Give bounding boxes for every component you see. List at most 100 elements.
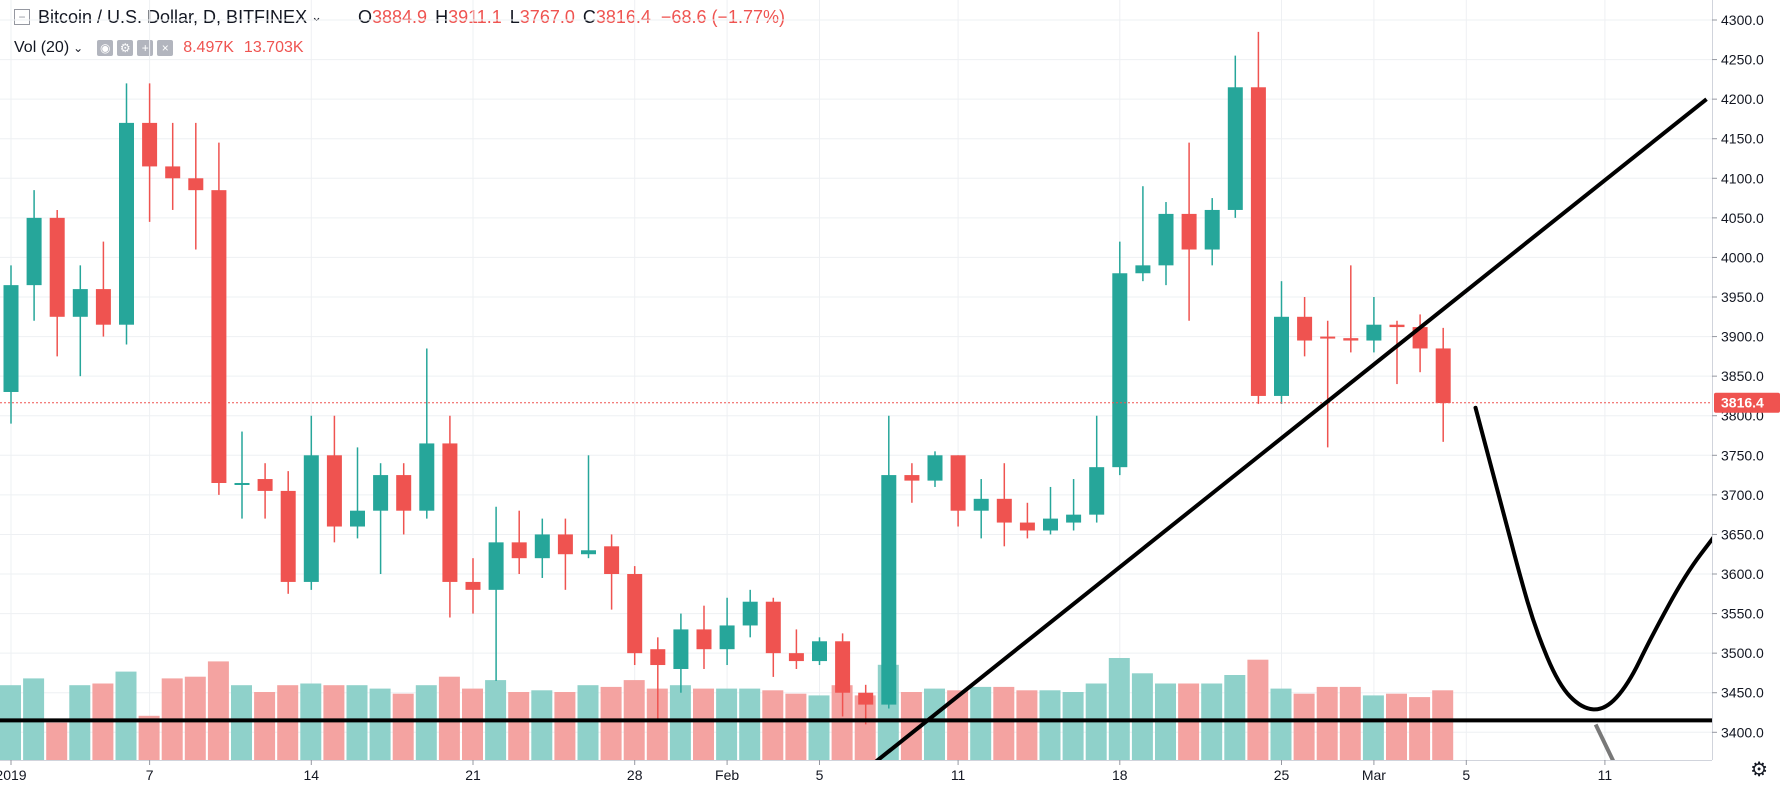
volume-bar bbox=[716, 688, 738, 760]
high-value: 3911.1 bbox=[448, 6, 502, 27]
projection-curve bbox=[1473, 405, 1718, 712]
candle-body bbox=[419, 443, 435, 511]
last-price-badge bbox=[1714, 392, 1780, 413]
volume-bar bbox=[254, 692, 276, 760]
volume-bar bbox=[577, 685, 599, 760]
candle-body bbox=[119, 122, 134, 325]
volume-bar bbox=[1247, 659, 1269, 760]
candle-body bbox=[1204, 209, 1220, 250]
volume-bar bbox=[600, 686, 622, 760]
symbol-title[interactable]: Bitcoin / U.S. Dollar, D, BITFINEX bbox=[38, 6, 308, 27]
volume-bar bbox=[46, 722, 68, 760]
close-icon[interactable]: × bbox=[157, 40, 174, 56]
time-tick-label: 18 bbox=[1112, 767, 1128, 783]
volume-bar bbox=[993, 686, 1015, 760]
volume-bar bbox=[646, 688, 668, 760]
price-tick-label: 3700.0 bbox=[1721, 487, 1764, 503]
candle-body bbox=[788, 653, 804, 662]
volume-bar bbox=[277, 685, 299, 760]
price-tick-label: 4200.0 bbox=[1721, 91, 1764, 107]
volume-bar bbox=[1016, 690, 1038, 760]
candle-body bbox=[396, 475, 412, 511]
price-tick-label: 3500.0 bbox=[1721, 645, 1764, 661]
close-value: 3816.4 bbox=[595, 6, 651, 27]
volume-bar bbox=[231, 685, 252, 760]
candle-body bbox=[650, 649, 666, 666]
chevron-down-icon[interactable]: ⌄ bbox=[73, 41, 84, 55]
candle-body bbox=[465, 581, 481, 590]
candle-body bbox=[3, 285, 19, 392]
candle-body bbox=[858, 692, 874, 705]
eye-icon[interactable]: ◉ bbox=[97, 40, 114, 56]
candle-body bbox=[812, 641, 827, 662]
candle-body bbox=[1112, 273, 1128, 468]
chevron-down-icon[interactable]: ⌄ bbox=[311, 9, 322, 24]
price-tick-label: 3750.0 bbox=[1721, 447, 1764, 463]
candle-body bbox=[1320, 336, 1336, 339]
price-tick-label: 3600.0 bbox=[1721, 566, 1764, 582]
volume-legend: Vol (20) ⌄ ◉ ⚙ + × 8.497K 13.703K bbox=[0, 36, 304, 60]
candle-body bbox=[1181, 213, 1197, 250]
price-tick-label: 3400.0 bbox=[1721, 724, 1764, 740]
volume-bar bbox=[970, 686, 992, 760]
open-value: 3884.9 bbox=[372, 6, 428, 27]
candle-body bbox=[373, 475, 389, 511]
volume-bar bbox=[69, 685, 91, 760]
time-tick-label: 5 bbox=[1462, 767, 1470, 783]
price-tick-label: 3850.0 bbox=[1721, 368, 1764, 384]
volume-indicator-name[interactable]: Vol (20) bbox=[14, 39, 70, 56]
candle-body bbox=[1366, 324, 1382, 341]
low-label: L bbox=[509, 6, 520, 27]
candle-body bbox=[673, 629, 689, 669]
time-tick-label: Feb bbox=[715, 767, 739, 783]
volume-bar bbox=[1062, 692, 1084, 760]
candle-body bbox=[950, 455, 966, 511]
volume-bar bbox=[831, 685, 853, 760]
volume-bar bbox=[369, 688, 391, 760]
candle-body bbox=[1343, 338, 1359, 341]
candle-body bbox=[95, 289, 111, 325]
volume-bar bbox=[1270, 688, 1292, 760]
price-tick-label: 4050.0 bbox=[1721, 210, 1764, 226]
collapse-icon[interactable]: − bbox=[14, 9, 30, 25]
time-tick-label: Mar bbox=[1362, 767, 1386, 783]
volume-bar bbox=[1362, 695, 1384, 760]
candle-body bbox=[488, 542, 504, 590]
candle-body bbox=[511, 542, 527, 559]
chart-legend: − Bitcoin / U.S. Dollar, D, BITFINEX ⌄ O… bbox=[0, 0, 799, 34]
volume-bar bbox=[184, 676, 206, 760]
time-tick-label: 7 bbox=[146, 767, 154, 783]
open-label: O bbox=[357, 6, 372, 27]
candle-body bbox=[72, 289, 88, 317]
time-tick-label: 11 bbox=[951, 767, 966, 783]
candle-body bbox=[696, 629, 712, 650]
volume-bar bbox=[1386, 693, 1407, 760]
candle-body bbox=[1066, 514, 1082, 523]
candle-body bbox=[326, 455, 342, 527]
volume-bar bbox=[808, 695, 830, 760]
volume-value-1: 8.497K bbox=[183, 39, 234, 56]
candle-body bbox=[49, 217, 65, 317]
candle-body bbox=[996, 498, 1012, 523]
volume-bar bbox=[1293, 693, 1315, 760]
volume-bar bbox=[415, 685, 437, 760]
volume-value-2: 13.703K bbox=[243, 39, 304, 56]
candle-body bbox=[303, 455, 319, 582]
volume-bar bbox=[1108, 658, 1130, 760]
volume-bar bbox=[762, 690, 784, 760]
candle-body bbox=[1274, 316, 1289, 396]
candle-body bbox=[257, 479, 273, 491]
time-tick-label: 5 bbox=[816, 767, 824, 783]
candle-body bbox=[1227, 87, 1243, 210]
close-label: C bbox=[582, 6, 596, 27]
volume-bar bbox=[900, 692, 922, 760]
candle-body bbox=[1389, 324, 1405, 328]
volume-bar bbox=[554, 692, 576, 760]
time-tick-label: 28 bbox=[627, 767, 643, 783]
gear-icon[interactable]: ⚙ bbox=[1750, 759, 1768, 781]
candle-body bbox=[904, 475, 920, 481]
settings-icon[interactable]: ⚙ bbox=[117, 40, 134, 56]
candle-body bbox=[835, 641, 851, 693]
volume-bar bbox=[1039, 690, 1061, 760]
